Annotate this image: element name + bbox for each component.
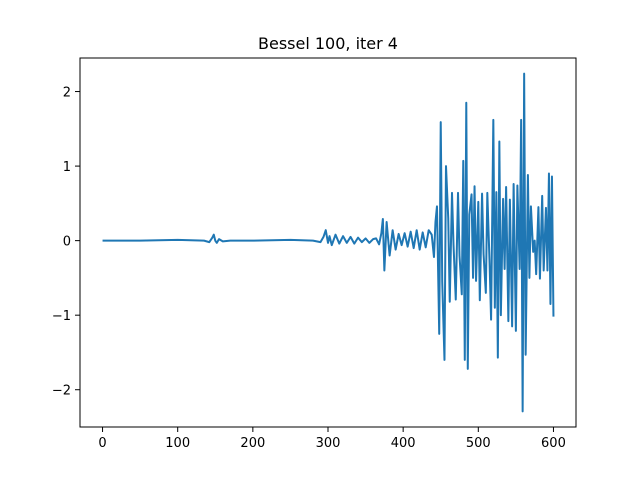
y-tick-label: 2: [63, 86, 71, 101]
y-tick-label: −1: [52, 309, 71, 324]
x-tick-label: 100: [165, 436, 190, 451]
x-tick-label: 500: [466, 436, 491, 451]
y-tick-label: 1: [63, 160, 71, 175]
x-tick-label: 0: [98, 436, 106, 451]
y-tick-label: 0: [63, 235, 71, 250]
x-tick-label: 200: [240, 436, 265, 451]
y-tick-label: −2: [52, 384, 71, 399]
x-axis: 0 100 200 300 400 500 600: [98, 427, 566, 451]
plot-area: [79, 57, 577, 428]
x-tick-label: 400: [391, 436, 416, 451]
x-tick-label: 600: [541, 436, 566, 451]
series-line-0: [102, 72, 555, 413]
y-axis: −2 −1 0 1 2: [52, 86, 80, 399]
chart-title: Bessel 100, iter 4: [258, 34, 398, 53]
x-tick-label: 300: [316, 436, 341, 451]
series-layer: [102, 72, 555, 413]
